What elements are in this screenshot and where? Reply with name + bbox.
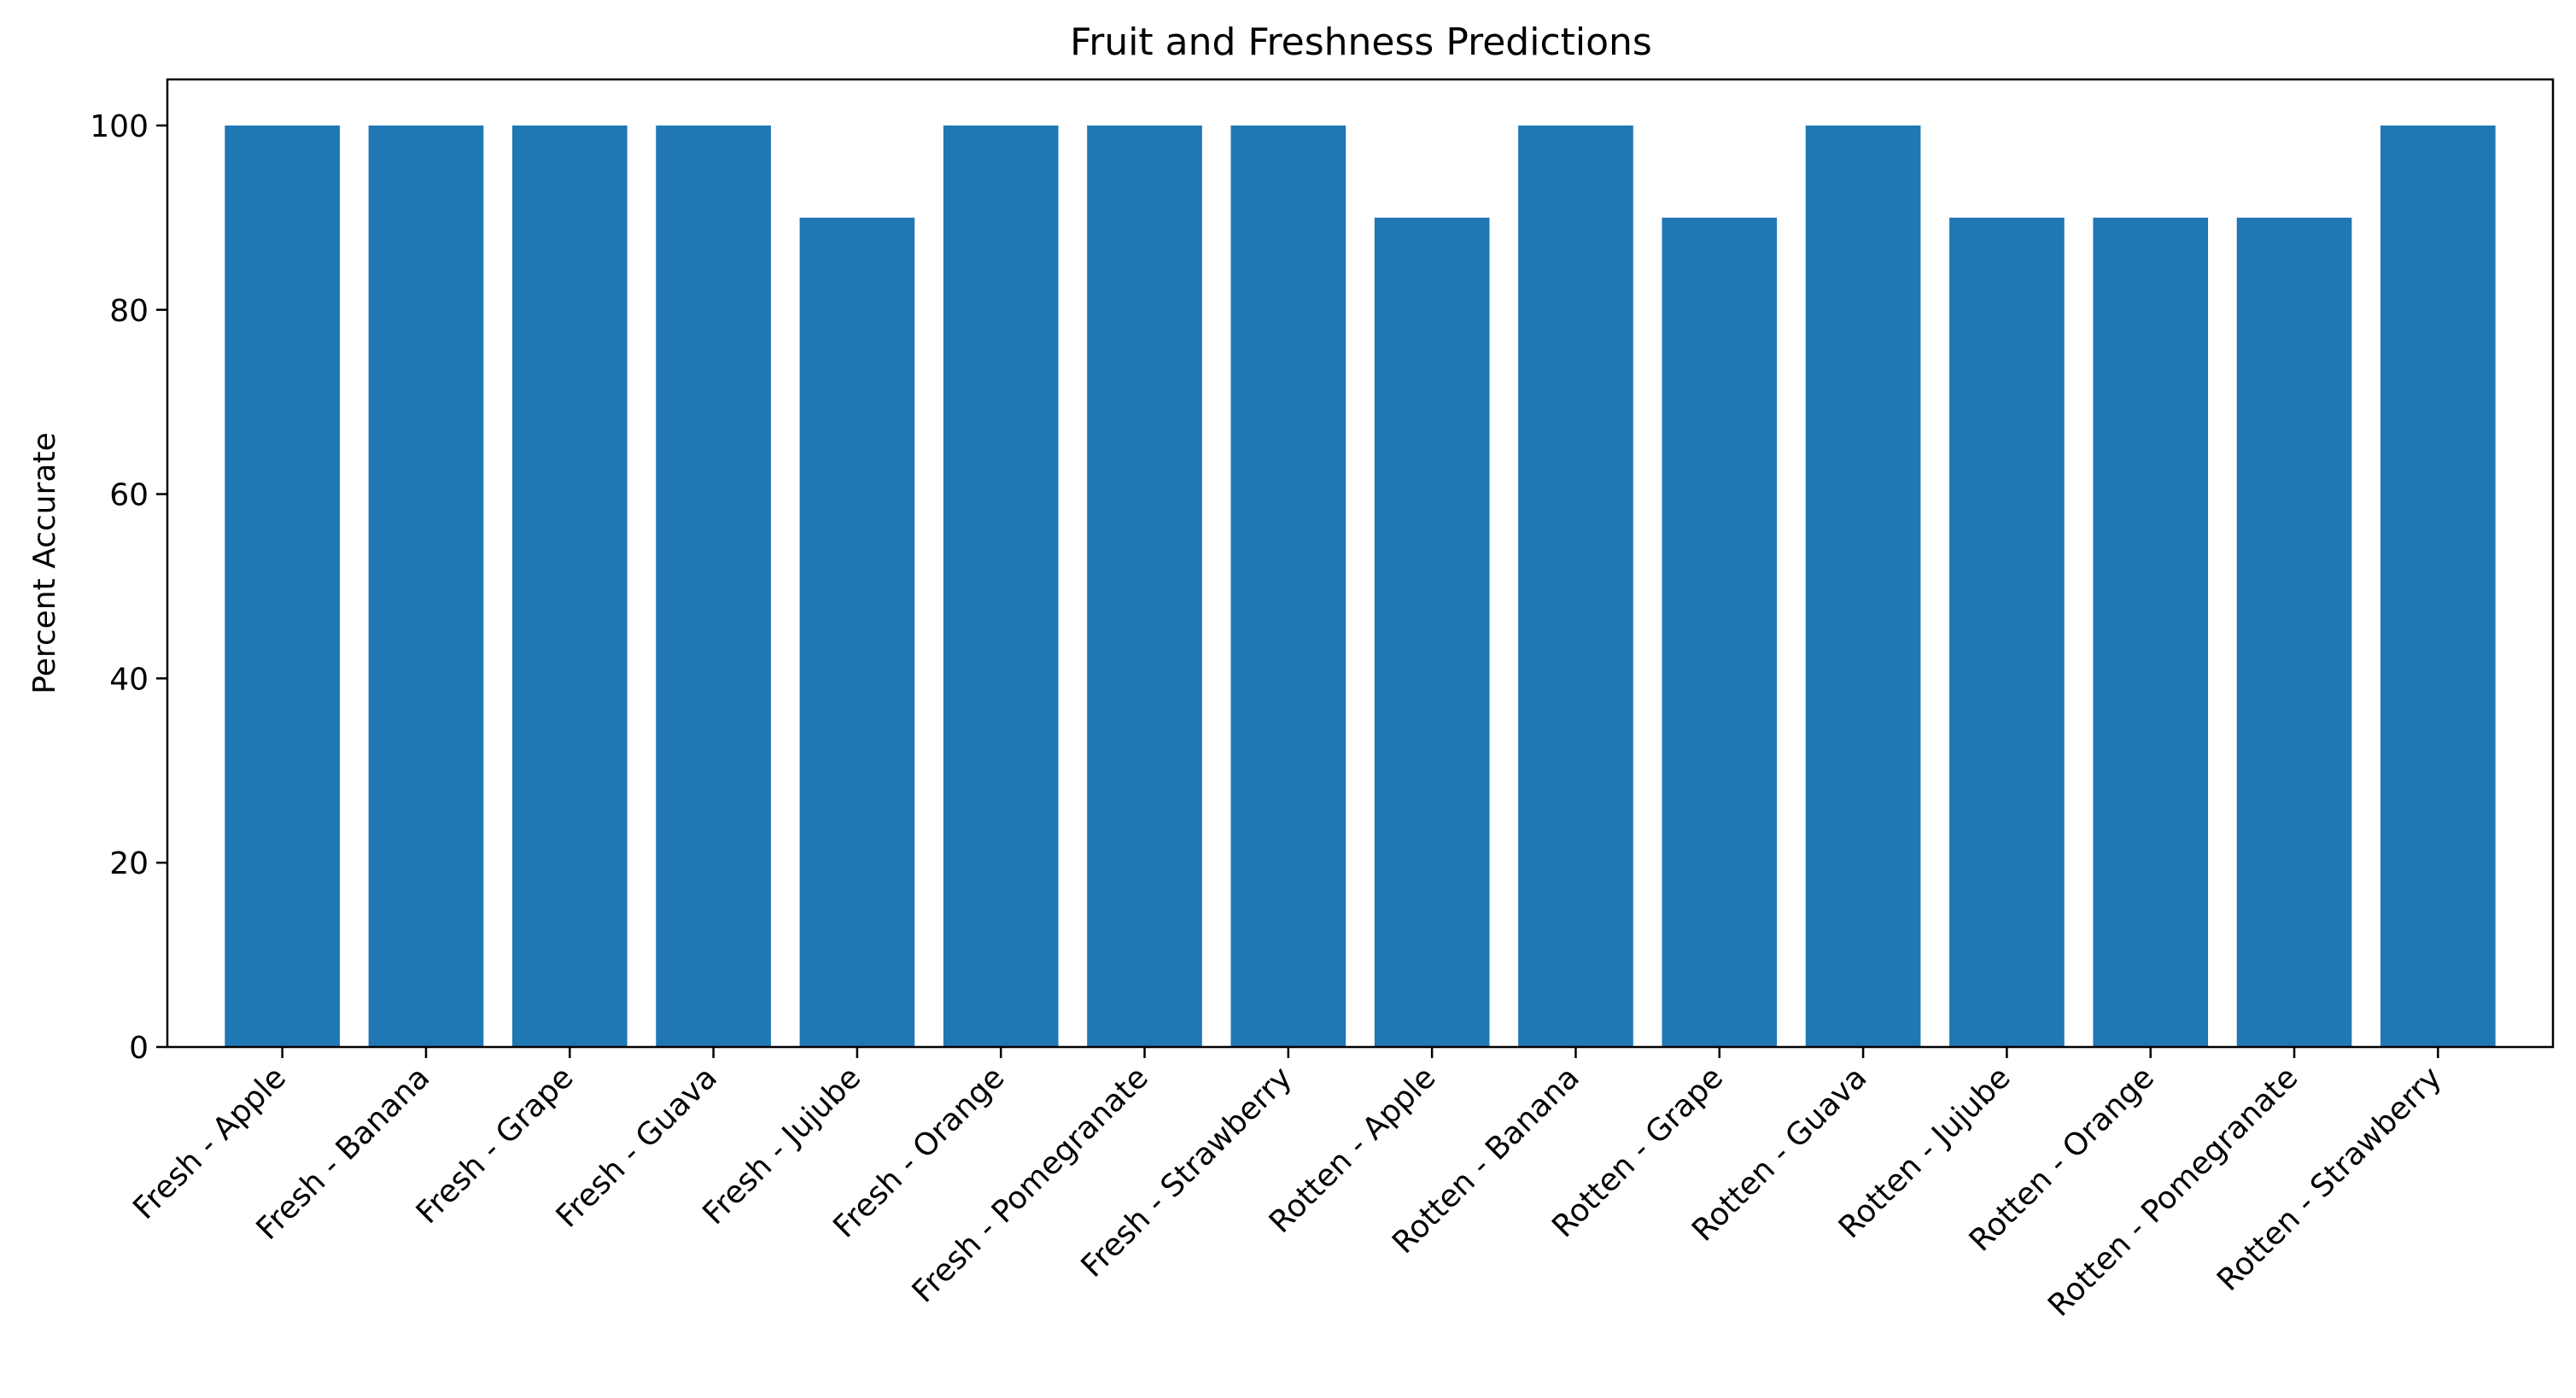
bar-15 — [2380, 125, 2496, 1048]
y-tick-label-60: 60 — [109, 478, 149, 513]
bar-8 — [1374, 217, 1490, 1048]
bar-6 — [1087, 125, 1202, 1048]
bar-12 — [1949, 217, 2065, 1048]
bars-group — [225, 125, 2496, 1048]
bar-13 — [2093, 217, 2209, 1048]
bar-3 — [656, 125, 771, 1048]
bar-5 — [943, 125, 1059, 1048]
bar-0 — [225, 125, 340, 1048]
chart-title: Fruit and Freshness Predictions — [1070, 20, 1652, 64]
y-tick-label-20: 20 — [109, 846, 149, 881]
bar-14 — [2236, 217, 2352, 1048]
y-axis: 0 20 40 60 80 100 — [90, 109, 167, 1066]
bar-2 — [511, 125, 628, 1048]
y-tick-label-80: 80 — [109, 294, 149, 329]
bar-7 — [1230, 125, 1346, 1048]
y-tick-label-100: 100 — [90, 109, 149, 144]
bar-11 — [1805, 125, 1921, 1048]
bar-4 — [799, 217, 915, 1048]
y-axis-label: Percent Accurate — [27, 432, 62, 693]
x-tick-label-0: Fresh - Apple — [126, 1060, 293, 1226]
x-tick-label-14: Rotten - Pomegranate — [2042, 1060, 2304, 1323]
x-tick-label-6: Fresh - Pomegranate — [906, 1060, 1155, 1309]
bar-10 — [1662, 217, 1778, 1048]
plot-frame — [166, 78, 2555, 1049]
y-tick-label-0: 0 — [129, 1031, 149, 1066]
y-tick-label-40: 40 — [109, 662, 149, 697]
bar-9 — [1518, 125, 1633, 1048]
bar-1 — [368, 125, 484, 1048]
